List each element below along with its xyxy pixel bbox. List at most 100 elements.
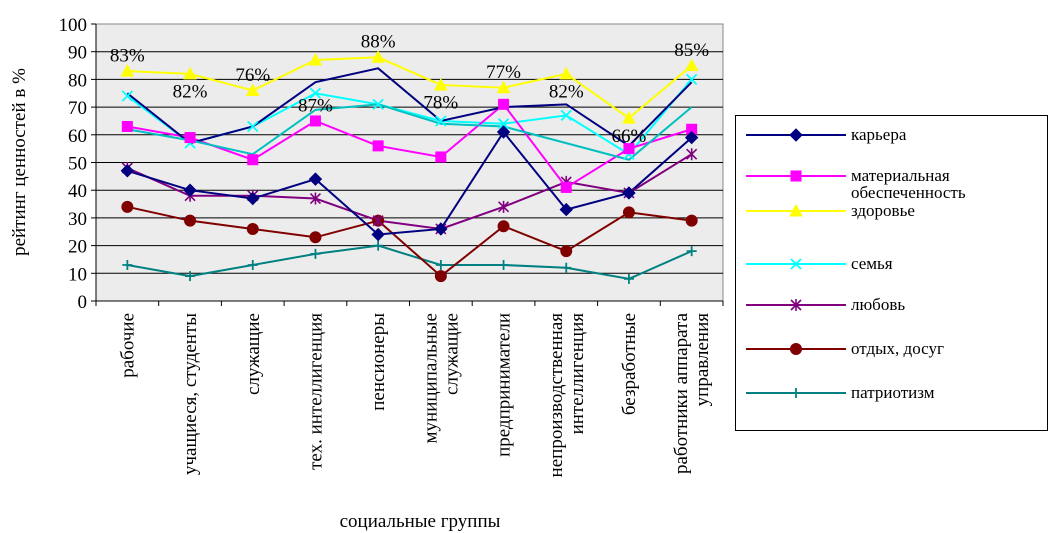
- data-point: [686, 73, 698, 86]
- y-tick-label: 60: [68, 126, 87, 147]
- x-tick-label: служащие: [441, 313, 462, 395]
- data-point: [497, 200, 510, 213]
- x-tick-label: безработные: [619, 313, 640, 415]
- x-tick-label: служащие: [243, 313, 264, 395]
- data-point: [122, 259, 133, 270]
- data-point: [246, 191, 260, 206]
- x-tick-label: работники аппарата: [671, 312, 692, 474]
- data-point: [435, 259, 446, 270]
- data-point: [120, 164, 135, 178]
- legend-swatch: [746, 388, 846, 398]
- legend-item: патриотизм: [736, 384, 1049, 404]
- legend-label: здоровье: [851, 201, 915, 220]
- data-point: [184, 132, 196, 144]
- data-point: [622, 206, 635, 219]
- series-line: [127, 205, 692, 278]
- series-line: [127, 130, 693, 236]
- x-tick-label: непроизводственная: [546, 313, 567, 478]
- x-tick-label: учащиеся, студенты: [180, 313, 201, 475]
- legend-item: семья: [736, 255, 1049, 275]
- data-point: [686, 148, 698, 161]
- legend-label: патриотизм: [851, 383, 935, 402]
- legend-item: любовь: [736, 296, 1049, 316]
- data-point: [247, 120, 259, 133]
- legend-swatch: [746, 258, 846, 270]
- data-point: [372, 98, 384, 110]
- x-tick-label: управления: [692, 313, 713, 407]
- data-label: 82%: [549, 81, 584, 102]
- data-label: 88%: [361, 32, 396, 53]
- data-point: [371, 227, 385, 242]
- data-point: [791, 388, 801, 398]
- y-tick-label: 30: [68, 209, 87, 230]
- data-point: [373, 240, 384, 251]
- legend-label: отдых, досуг: [851, 339, 944, 358]
- data-point: [684, 130, 699, 145]
- x-tick-label: пенсионеры: [368, 313, 389, 411]
- data-point: [435, 151, 447, 163]
- data-point: [308, 52, 323, 66]
- y-tick-label: 90: [68, 43, 87, 64]
- series-line: [127, 56, 693, 120]
- legend: карьера материальная обеспеченность здоров…: [735, 115, 1048, 431]
- y-tick-label: 40: [68, 181, 87, 202]
- data-point: [789, 203, 803, 217]
- data-label: 83%: [110, 45, 145, 66]
- data-point: [309, 87, 322, 99]
- data-label: 82%: [173, 81, 208, 102]
- data-point: [559, 66, 574, 80]
- x-tick-label: интеллигенция: [567, 313, 588, 435]
- data-point: [183, 66, 197, 80]
- data-point: [121, 200, 134, 213]
- data-point: [622, 111, 636, 124]
- data-point: [434, 77, 448, 91]
- series-line: [127, 103, 693, 161]
- x-tick-label: муниципальные: [420, 313, 441, 443]
- legend-swatch: [746, 343, 846, 355]
- legend-swatch: [746, 170, 846, 182]
- data-point: [790, 258, 802, 270]
- legend-label: любовь: [851, 295, 906, 314]
- legend-item: карьера: [736, 126, 1049, 146]
- data-point: [434, 270, 447, 283]
- y-tick-label: 20: [68, 237, 87, 258]
- legend-label: семья: [851, 254, 893, 273]
- data-point: [246, 222, 259, 235]
- data-point: [497, 118, 510, 130]
- legend-item: отдых, досуг: [736, 340, 1049, 360]
- data-point: [309, 231, 322, 244]
- data-point: [247, 259, 258, 270]
- x-axis-label: социальные группы: [340, 511, 501, 532]
- series-line: [127, 244, 693, 280]
- data-point: [497, 220, 510, 233]
- data-point: [498, 259, 509, 270]
- y-axis-label: рейтинг ценностей в %: [9, 68, 30, 256]
- data-point: [309, 115, 321, 127]
- data-point: [560, 109, 572, 122]
- y-tick-label: 80: [68, 70, 87, 91]
- data-point: [245, 83, 260, 96]
- data-point: [371, 50, 385, 63]
- y-tick-label: 0: [78, 292, 88, 313]
- data-point: [685, 214, 698, 227]
- legend-swatch: [746, 128, 846, 142]
- data-point: [498, 98, 510, 110]
- data-point: [561, 262, 572, 273]
- y-tick-label: 50: [68, 154, 87, 175]
- y-tick-label: 100: [59, 15, 88, 36]
- legend-label: карьера: [851, 125, 907, 144]
- data-label: 66%: [612, 126, 647, 147]
- legend-label: материальная обеспеченность: [851, 166, 966, 202]
- data-point: [790, 343, 802, 355]
- legend-swatch: [746, 299, 846, 311]
- data-point: [435, 115, 447, 127]
- legend-item: здоровье: [736, 202, 1049, 222]
- data-label: 87%: [298, 95, 333, 116]
- y-tick-label: 10: [68, 264, 87, 285]
- data-point: [496, 80, 511, 94]
- x-tick-label: предприниматели: [494, 313, 515, 457]
- data-point: [372, 140, 384, 152]
- data-point: [622, 186, 636, 200]
- data-point: [372, 214, 384, 227]
- data-point: [623, 143, 635, 155]
